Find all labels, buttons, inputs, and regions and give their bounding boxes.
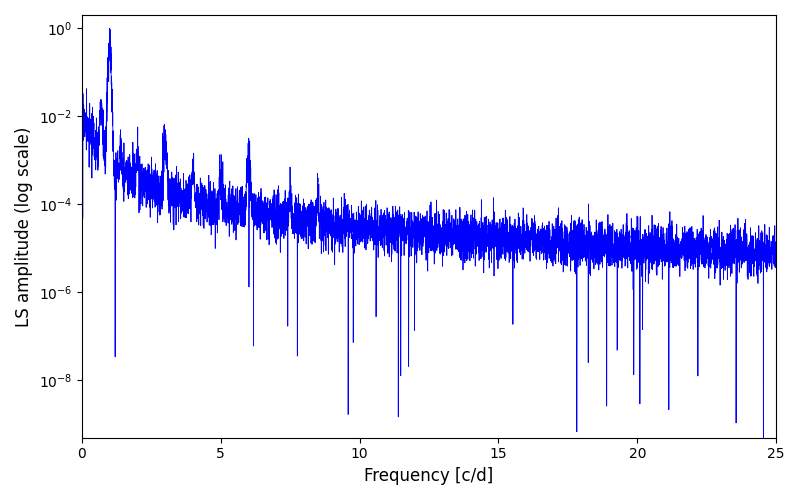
X-axis label: Frequency [c/d]: Frequency [c/d]	[364, 467, 494, 485]
Y-axis label: LS amplitude (log scale): LS amplitude (log scale)	[15, 126, 33, 326]
